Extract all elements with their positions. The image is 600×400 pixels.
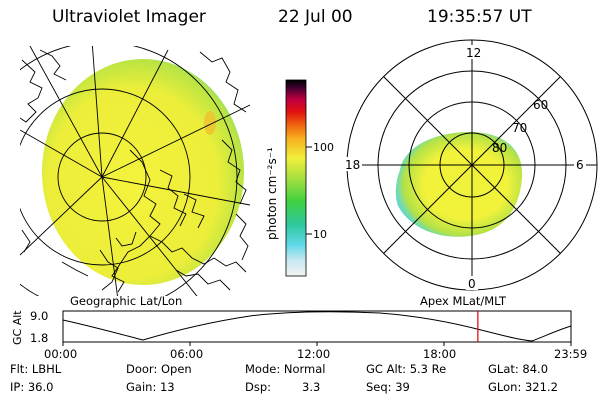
altitude-plot-frame: [62, 310, 572, 343]
lat-label-70: 70: [512, 121, 527, 135]
info-mode: Mode: Normal: [245, 362, 326, 376]
lat-label-60: 60: [533, 98, 548, 112]
info-gc-alt: GC Alt: 5.3 Re: [366, 362, 447, 376]
altitude-ymin: 1.8: [30, 331, 48, 345]
instrument-title: Ultraviolet Imager: [52, 7, 206, 27]
mlt-label-12: 12: [466, 46, 481, 60]
mlt-label-18: 18: [345, 158, 360, 172]
polar-grid: [346, 39, 598, 291]
info-gain: Gain: 13: [126, 380, 175, 394]
time-tick-1800: 18:00: [423, 347, 456, 361]
info-dsp-label: Dsp:: [245, 380, 272, 394]
time-tick-0000: 00:00: [44, 347, 77, 361]
altitude-ymax: 9.0: [30, 309, 48, 323]
info-filter: Flt: LBHL: [10, 362, 62, 376]
info-glat: GLat: 84.0: [488, 362, 549, 376]
time-tick-0600: 06:00: [170, 347, 203, 361]
aurora-bright-spot: [204, 111, 216, 135]
coastlines: [20, 49, 249, 293]
aurora-oval: [395, 132, 523, 237]
time-label: 19:35:57 UT: [427, 7, 532, 27]
colorbar-tick-100: 100: [313, 141, 334, 154]
altitude-strip-chart: 9.0 1.8 GC Alt 00:00 06:00 12:00 18:00 2…: [11, 309, 587, 361]
altitude-ylabel: GC Alt: [11, 310, 24, 345]
info-glon: GLon: 321.2: [488, 380, 558, 394]
time-tick-1200: 12:00: [297, 347, 330, 361]
colorbar-scale: [285, 79, 307, 277]
date-label: 22 Jul 00: [278, 7, 353, 27]
info-dsp-value: 3.3: [302, 380, 321, 394]
geographic-graticule: [20, 46, 250, 296]
altitude-curve: [62, 311, 572, 342]
aurora-image-geographic: [42, 59, 244, 285]
info-door: Door: Open: [126, 362, 192, 376]
colorbar: 100 10 photon cm⁻²s⁻¹: [265, 79, 334, 277]
left-panel-label: Geographic Lat/Lon: [70, 294, 182, 308]
mlt-label-6: 6: [576, 158, 584, 172]
time-tick-2359: 23:59: [554, 347, 587, 361]
mlt-label-0: 0: [468, 277, 476, 291]
colorbar-unit-label: photon cm⁻²s⁻¹: [265, 147, 279, 240]
geographic-map-panel: [20, 46, 250, 296]
info-ip: IP: 36.0: [10, 380, 54, 394]
lat-label-80: 80: [492, 141, 507, 155]
info-seq: Seq: 39: [366, 380, 410, 394]
polar-mlat-mlt-panel: 12 18 6 0 60 70 80: [344, 39, 598, 291]
colorbar-tick-10: 10: [313, 228, 327, 241]
right-panel-label: Apex MLat/MLT: [420, 294, 507, 308]
